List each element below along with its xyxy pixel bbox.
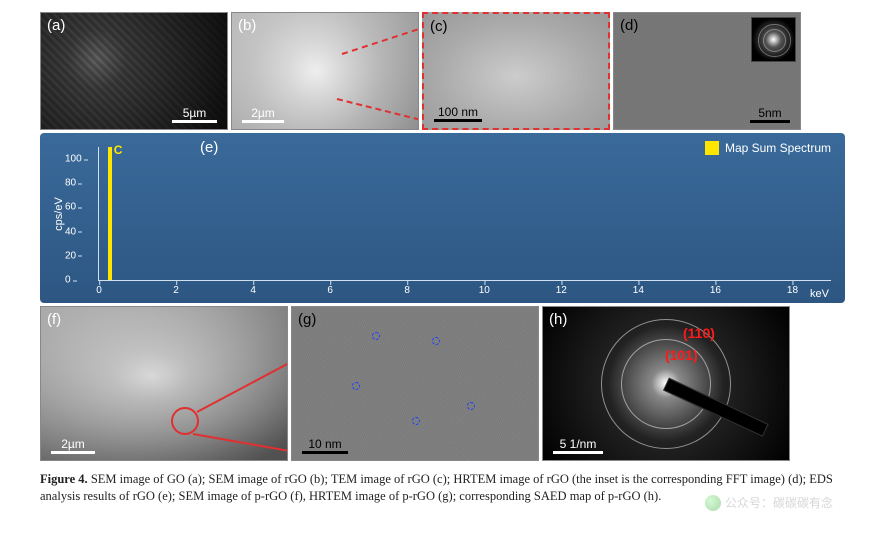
lattice-marker-1 xyxy=(372,332,380,340)
panel-b-scalebar-bar xyxy=(242,120,284,123)
eds-xtick: 10 xyxy=(479,285,490,296)
eds-ytick: 80 xyxy=(65,178,76,189)
eds-ytick: 40 xyxy=(65,226,76,237)
panel-c-label: (c) xyxy=(430,18,448,35)
panel-c-tem-rgo: (c) 100 nm xyxy=(422,12,610,130)
eds-xtick: 2 xyxy=(173,285,179,296)
eds-xtick: 8 xyxy=(404,285,410,296)
panel-d-scalebar: 5nm xyxy=(750,107,790,123)
wechat-icon xyxy=(705,495,721,511)
panel-row-bottom: (f) 2µm (g) 10 nm (h) xyxy=(40,306,845,461)
panel-b-sem-rgo: (b) 2µm xyxy=(231,12,419,130)
panel-d-hrtem-rgo: (d) 5nm xyxy=(613,12,801,130)
panel-h-saed-prgo: (h) (110) (101) 5 1/nm xyxy=(542,306,790,461)
eds-xtick: 4 xyxy=(250,285,256,296)
panel-g-scalebar: 10 nm xyxy=(302,438,348,454)
eds-plot-area: 020406080100024681012141618C xyxy=(98,147,831,281)
panel-d-fft-inset xyxy=(751,17,796,62)
watermark: 公众号：碳碳碳有念 xyxy=(705,494,833,511)
panel-g-hrtem-prgo: (g) 10 nm xyxy=(291,306,539,461)
panel-row-top: (a) 5µm (b) 2µm (c) 100 nm (d) xyxy=(40,12,845,130)
eds-ytick: 0 xyxy=(65,275,71,286)
zoom-line-b-c-2 xyxy=(337,98,419,123)
zoom-line-b-c-1 xyxy=(342,25,419,55)
lattice-marker-4 xyxy=(467,402,475,410)
panel-f-scalebar: 2µm xyxy=(51,438,95,454)
figure-number: Figure 4. xyxy=(40,472,88,486)
panel-d-label: (d) xyxy=(620,17,638,34)
panel-h-label: (h) xyxy=(549,311,567,328)
panel-a-sem-go: (a) 5µm xyxy=(40,12,228,130)
panel-e-label: (e) xyxy=(200,139,218,156)
panel-a-scalebar-text: 5µm xyxy=(183,107,207,119)
eds-xtick: 18 xyxy=(787,285,798,296)
zoom-line-f-g-2 xyxy=(193,433,288,454)
panel-f-sem-prgo: (f) 2µm xyxy=(40,306,288,461)
eds-xtick: 16 xyxy=(710,285,721,296)
panel-g-label: (g) xyxy=(298,311,316,328)
watermark-text: 公众号：碳碳碳有念 xyxy=(725,494,833,511)
panel-f-label: (f) xyxy=(47,311,61,328)
panel-h-scalebar: 5 1/nm xyxy=(553,438,603,454)
panel-h-scalebar-bar xyxy=(553,451,603,454)
panel-c-scalebar: 100 nm xyxy=(434,106,482,122)
figure-container: (a) 5µm (b) 2µm (c) 100 nm (d) xyxy=(40,12,845,505)
hkl-label-110: (110) xyxy=(683,325,715,341)
panel-c-scalebar-bar xyxy=(434,119,482,122)
eds-carbon-label: C xyxy=(114,143,123,157)
lattice-marker-5 xyxy=(412,417,420,425)
eds-carbon-peak xyxy=(108,147,112,280)
eds-ytick: 60 xyxy=(65,202,76,213)
panel-f-scalebar-bar xyxy=(51,451,95,454)
panel-a-scalebar-bar xyxy=(172,120,217,123)
eds-x-axis-label: keV xyxy=(810,288,829,300)
panel-a-label: (a) xyxy=(47,17,65,34)
panel-a-scalebar: 5µm xyxy=(172,107,217,123)
eds-ytick: 20 xyxy=(65,250,76,261)
panel-d-scalebar-bar xyxy=(750,120,790,123)
zoom-circle-f xyxy=(171,407,199,435)
panel-g-scalebar-text: 10 nm xyxy=(308,438,341,450)
panel-b-scalebar: 2µm xyxy=(242,107,284,123)
panel-b-label: (b) xyxy=(238,17,256,34)
eds-xtick: 0 xyxy=(96,285,102,296)
eds-y-axis-label: cps/eV xyxy=(53,197,65,231)
lattice-marker-2 xyxy=(432,337,440,345)
panel-e-eds-spectrum: (e) Map Sum Spectrum cps/eV 020406080100… xyxy=(40,133,845,303)
panel-b-scalebar-text: 2µm xyxy=(251,107,275,119)
zoom-line-f-g-1 xyxy=(197,359,288,412)
panel-d-scalebar-text: 5nm xyxy=(758,107,781,119)
panel-f-scalebar-text: 2µm xyxy=(61,438,85,450)
panel-h-scalebar-text: 5 1/nm xyxy=(560,438,597,450)
lattice-marker-3 xyxy=(352,382,360,390)
panel-c-scalebar-text: 100 nm xyxy=(438,106,478,118)
eds-xtick: 14 xyxy=(633,285,644,296)
eds-xtick: 6 xyxy=(327,285,333,296)
eds-xtick: 12 xyxy=(556,285,567,296)
panel-g-scalebar-bar xyxy=(302,451,348,454)
eds-ytick: 100 xyxy=(65,154,82,165)
hkl-label-101: (101) xyxy=(665,347,698,363)
